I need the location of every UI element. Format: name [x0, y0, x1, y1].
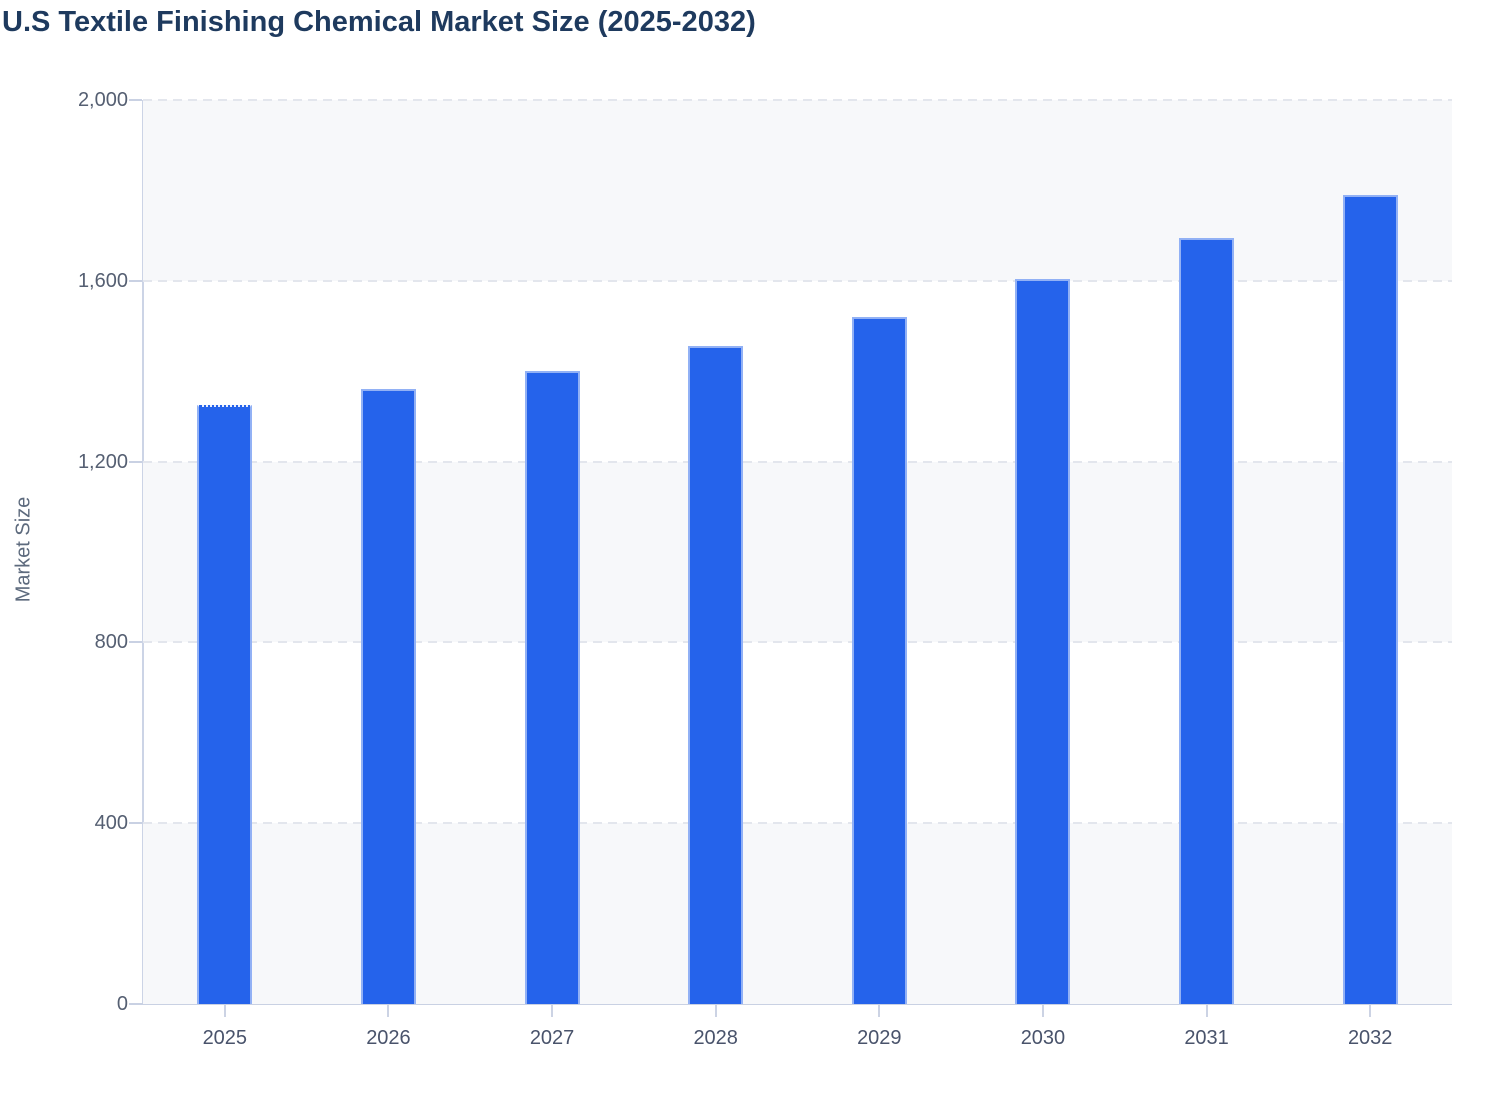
x-tick-label-2031: 2031	[1184, 1027, 1229, 1049]
bar-2027[interactable]	[524, 371, 580, 1004]
bar-2025[interactable]	[197, 405, 253, 1004]
y-axis-tick	[129, 641, 142, 644]
x-axis-tick	[551, 1005, 554, 1017]
x-axis-tick	[223, 1005, 226, 1017]
background-band	[143, 461, 1452, 643]
x-axis-tick	[387, 1005, 390, 1017]
x-axis-tick	[1369, 1005, 1372, 1017]
x-axis-tick	[1205, 1005, 1208, 1017]
background-band	[143, 823, 1452, 1004]
y-axis-tick	[129, 99, 142, 101]
background-band	[143, 100, 1452, 281]
background-band	[143, 281, 1452, 462]
gridline-400	[143, 822, 1452, 825]
gridline-2000	[143, 99, 1452, 101]
gridline-1200	[143, 460, 1452, 463]
x-axis-tick	[878, 1005, 881, 1017]
y-tick-label: 0	[116, 993, 128, 1015]
y-axis-tick	[129, 460, 142, 463]
bar-2029[interactable]	[851, 316, 907, 1004]
y-tick-label: 1,200	[77, 450, 128, 473]
y-axis-tick	[129, 1003, 142, 1005]
chart-title: U.S Textile Finishing Chemical Market Si…	[2, 6, 756, 38]
bar-2030[interactable]	[1015, 278, 1071, 1004]
x-tick-label-2029: 2029	[857, 1027, 902, 1049]
x-tick-label-2025: 2025	[202, 1027, 248, 1049]
x-tick-label-2030: 2030	[1020, 1027, 1066, 1049]
x-tick-label-2026: 2026	[366, 1027, 411, 1049]
x-axis-tick	[714, 1005, 717, 1017]
x-tick-label-2028: 2028	[693, 1027, 738, 1049]
x-tick-label-2032: 2032	[1347, 1027, 1393, 1049]
y-tick-label: 2,000	[77, 89, 128, 111]
bar-2026[interactable]	[360, 389, 416, 1004]
x-axis-line	[130, 1003, 1452, 1005]
x-tick-label-2027: 2027	[529, 1027, 575, 1049]
gridline-800	[143, 641, 1452, 644]
gridline-1600	[143, 279, 1452, 282]
y-tick-label: 1,600	[77, 269, 128, 292]
y-axis-tick	[129, 279, 142, 282]
background-band	[143, 642, 1452, 823]
bar-2032[interactable]	[1342, 194, 1398, 1004]
plot-area: 0 400 800 1,200 1,600 2,000 2025 2026 2027 2028 20…	[78, 90, 1452, 1049]
bar-2031[interactable]	[1179, 237, 1235, 1004]
y-tick-label: 800	[94, 631, 128, 654]
y-axis-title: Market Size	[12, 496, 35, 603]
y-axis-tick	[129, 822, 142, 825]
bar-2028[interactable]	[688, 346, 744, 1004]
y-tick-label: 400	[94, 812, 128, 835]
x-axis-tick	[1041, 1005, 1044, 1017]
